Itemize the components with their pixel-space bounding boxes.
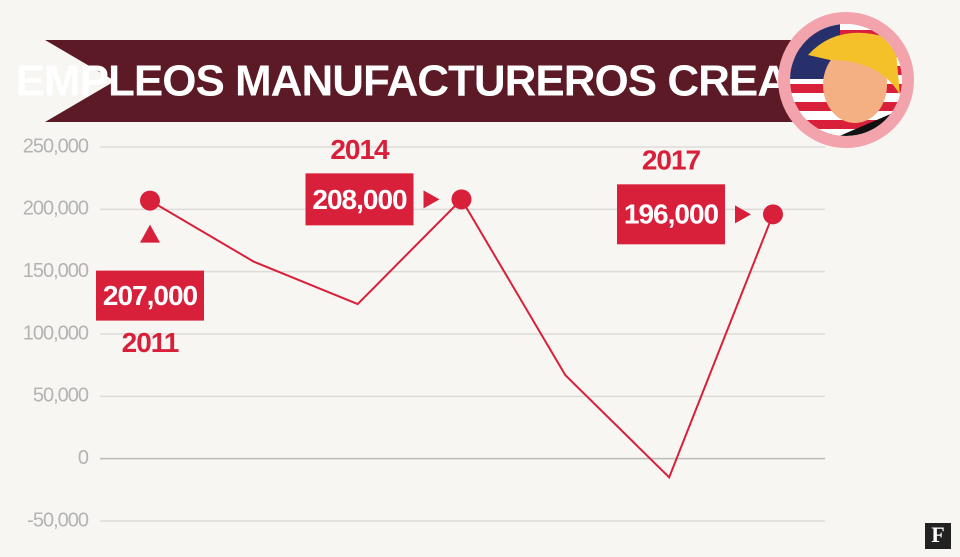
value-label: 208,000 xyxy=(312,184,407,215)
label-box xyxy=(96,270,204,321)
y-tick-label: 150,000 xyxy=(23,260,89,282)
logo-box xyxy=(925,523,951,549)
year-label: 2014 xyxy=(330,134,390,165)
value-label: 207,000 xyxy=(103,280,198,311)
label-box xyxy=(617,184,725,245)
data-point xyxy=(451,189,472,210)
pointer xyxy=(735,205,751,224)
y-tick-label: 0 xyxy=(78,447,89,469)
y-tick-label: 200,000 xyxy=(23,198,89,220)
pointer xyxy=(423,190,440,209)
data-point xyxy=(763,204,783,225)
logo: F xyxy=(931,522,944,547)
label-box xyxy=(305,173,414,226)
year-label: 2017 xyxy=(642,145,701,176)
y-tick-label: 250,000 xyxy=(23,135,89,157)
pointer xyxy=(140,224,160,243)
value-label: 196,000 xyxy=(624,199,719,230)
icon xyxy=(778,12,914,148)
year-label: 2011 xyxy=(122,327,179,358)
y-tick-label: -50,000 xyxy=(27,509,89,531)
title-banner xyxy=(45,40,800,122)
data-point xyxy=(140,190,160,211)
chart-title: EMPLEOS MANUFACTUREROS CREADOS xyxy=(16,57,881,106)
y-tick-label: 50,000 xyxy=(33,385,89,407)
y-tick-label: 100,000 xyxy=(23,322,89,344)
